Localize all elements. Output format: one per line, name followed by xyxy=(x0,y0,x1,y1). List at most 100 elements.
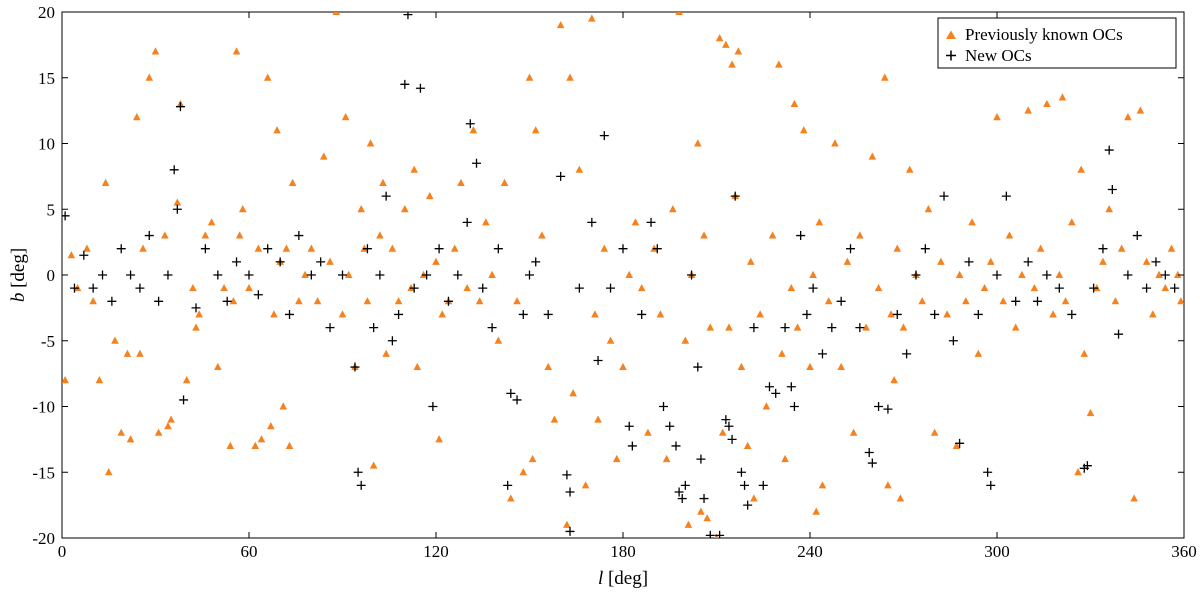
known-oc-point xyxy=(637,283,646,292)
known-oc-point xyxy=(612,454,621,463)
new-oc-point xyxy=(992,270,1002,280)
new-oc-point xyxy=(693,362,703,372)
new-oc-point xyxy=(169,165,179,175)
new-oc-point xyxy=(144,231,154,241)
known-oc-point xyxy=(136,349,144,357)
known-oc-point xyxy=(662,454,671,463)
new-oc-point xyxy=(381,191,391,201)
known-oc-point xyxy=(394,297,403,305)
new-oc-point xyxy=(1089,283,1099,293)
new-oc-point xyxy=(462,217,472,227)
new-oc-point xyxy=(69,283,79,293)
known-oc-point xyxy=(254,244,263,252)
y-tick-label: 15 xyxy=(38,69,55,88)
known-oc-point xyxy=(1018,270,1026,278)
new-oc-point xyxy=(715,530,725,538)
new-oc-point xyxy=(758,480,768,490)
known-oc-point xyxy=(952,441,961,449)
new-oc-point xyxy=(400,79,410,89)
new-oc-point xyxy=(789,402,799,411)
new-oc-point xyxy=(565,526,575,536)
legend-plus-icon xyxy=(946,50,956,61)
new-oc-point xyxy=(780,323,790,333)
new-oc-point xyxy=(930,309,940,319)
x-tick-label: 0 xyxy=(58,542,67,561)
known-oc-point xyxy=(326,257,334,265)
known-oc-point xyxy=(245,283,253,292)
new-oc-point xyxy=(624,421,634,431)
new-oc-point xyxy=(846,244,856,254)
new-oc-point xyxy=(606,283,616,293)
new-oc-point xyxy=(1033,296,1043,306)
new-oc-point xyxy=(79,250,89,260)
new-oc-point xyxy=(213,270,223,280)
known-oc-point xyxy=(905,165,914,173)
known-oc-point xyxy=(1167,244,1176,252)
known-oc-point xyxy=(993,113,1001,121)
known-oc-point xyxy=(588,14,596,22)
known-oc-point xyxy=(195,310,203,318)
known-oc-point xyxy=(1086,408,1095,417)
new-oc-point xyxy=(743,500,753,510)
known-oc-point xyxy=(463,283,471,292)
new-oc-point xyxy=(1011,296,1021,306)
known-oc-point xyxy=(1074,468,1082,476)
x-tick-label: 180 xyxy=(610,542,636,561)
legend-label-known: Previously known OCs xyxy=(965,25,1123,44)
known-oc-point xyxy=(182,376,191,384)
known-oc-point xyxy=(694,139,702,147)
y-tick-label: -15 xyxy=(32,463,55,482)
known-oc-point xyxy=(313,297,322,305)
known-oc-point xyxy=(656,310,665,318)
known-oc-point xyxy=(1043,99,1051,108)
known-oc-point xyxy=(762,402,771,410)
known-oc-point xyxy=(980,283,989,292)
new-oc-point xyxy=(973,309,983,319)
new-oc-point xyxy=(1107,185,1117,195)
known-oc-point xyxy=(1058,93,1067,101)
known-oc-point xyxy=(809,270,817,278)
known-oc-point xyxy=(513,297,521,305)
known-oc-point xyxy=(600,244,609,252)
known-oc-point xyxy=(550,415,559,423)
known-oc-point xyxy=(887,310,895,318)
known-oc-point xyxy=(1024,106,1032,114)
ticks-layer: 0 60 120 180 240 300 360 -20 -15 -10 -5 0 5 10 15 20 xyxy=(32,3,1196,561)
known-oc-point xyxy=(482,218,490,226)
new-oc-point xyxy=(808,283,818,293)
new-oc-point xyxy=(294,231,304,241)
known-oc-point xyxy=(438,310,447,318)
known-oc-point xyxy=(133,113,141,121)
known-oc-point xyxy=(344,270,353,278)
known-oc-point xyxy=(475,297,484,305)
known-oc-point xyxy=(519,468,528,476)
new-oc-point xyxy=(369,323,379,333)
new-oc-point xyxy=(1098,244,1108,254)
known-oc-point xyxy=(410,165,418,173)
new-oc-point xyxy=(325,323,335,333)
known-oc-point xyxy=(806,362,814,371)
known-oc-point xyxy=(167,415,175,423)
new-oc-point xyxy=(637,309,647,319)
known-oc-point xyxy=(725,323,733,331)
known-oc-point xyxy=(425,191,434,200)
y-tick-label: 20 xyxy=(38,3,55,22)
new-oc-point xyxy=(986,480,996,490)
known-oc-point xyxy=(700,231,708,239)
known-oc-point xyxy=(697,507,705,515)
new-oc-point xyxy=(531,257,541,267)
y-axis-label: b [deg] xyxy=(8,248,29,302)
new-oc-point xyxy=(796,231,806,241)
known-oc-point xyxy=(488,270,496,278)
known-oc-point xyxy=(681,336,690,344)
known-oc-point xyxy=(1117,244,1126,252)
new-oc-point xyxy=(362,244,372,254)
new-oc-point xyxy=(306,270,316,280)
new-oc-point xyxy=(453,270,463,280)
new-oc-point xyxy=(556,171,566,181)
new-oc-point xyxy=(902,349,912,359)
known-oc-point xyxy=(544,362,552,371)
new-oc-point xyxy=(827,323,837,333)
new-oc-point xyxy=(1170,283,1180,293)
new-oc-point xyxy=(1151,257,1161,267)
